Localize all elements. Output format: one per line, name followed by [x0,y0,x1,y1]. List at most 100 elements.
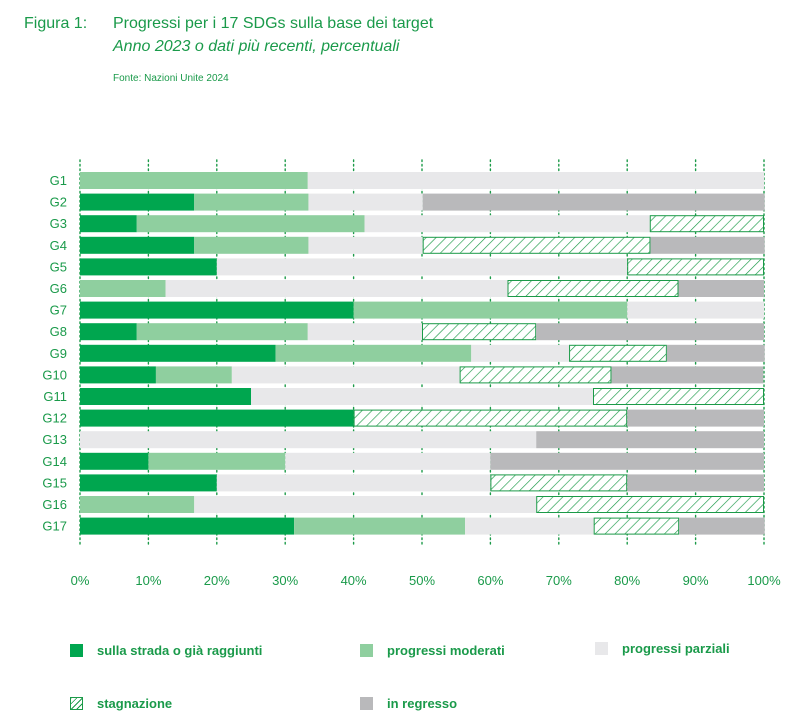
bar-segment-regress [678,280,764,297]
legend-item-regress: in regresso [360,693,457,713]
bar-segment-moderate [136,323,308,341]
bar-segment-on_track [80,517,295,535]
y-category-label: G15 [42,475,67,490]
bar-segment-moderate [80,280,166,297]
bar-segment-partial [465,517,594,535]
y-category-label: G11 [43,389,67,404]
bar-segment-partial [307,323,422,341]
bar-segment-on_track [80,258,217,276]
bar-segment-on_track [80,344,276,362]
bar-segment-on_track [80,193,195,211]
y-category-label: G13 [42,432,67,447]
y-category-label: G3 [50,216,67,231]
bar-segment-on_track [80,409,354,427]
x-tick-label: 0% [71,573,90,588]
y-category-label: G6 [50,281,67,296]
chart-source: Fonte: Nazioni Unite 2024 [113,73,229,84]
legend-label-stagnation: stagnazione [97,695,173,711]
x-tick-label: 60% [477,573,503,588]
x-tick-label: 50% [409,573,435,588]
bar-segment-stagnation [422,323,537,341]
x-tick-label: 20% [204,573,230,588]
bar-segment-partial [308,193,423,211]
y-category-label: G7 [50,303,67,318]
bar-segment-partial [307,172,764,189]
legend-label-regress: in regresso [387,695,458,711]
bar-segment-moderate [155,366,232,384]
bar-segment-stagnation [507,280,679,297]
bar-segment-stagnation [536,496,765,513]
x-tick-label: 80% [614,573,640,588]
chart-title: Progressi per i 17 SDGs sulla base dei t… [113,15,434,32]
bar-segment-stagnation [353,409,628,427]
bar-segment-moderate [80,172,308,189]
bar-segment-regress [490,452,764,470]
bar-segment-partial [194,496,537,513]
bar-segment-on_track [80,366,156,384]
bar-segment-regress [536,431,764,449]
bar-segment-regress [536,323,764,341]
legend-label-partial: progressi parziali [622,640,730,656]
y-category-label: G12 [42,411,67,426]
bar-segment-regress [422,193,765,211]
bar-segment-stagnation [459,366,612,384]
bar-segment-on_track [80,452,149,470]
stacked-bar-chart: G1 G2 G3 G4 G5 G6 G7 G8 G9 G10 G11 G12 G13 G14 G15 G16 G… [42,159,781,588]
bar-segment-on_track [80,474,217,492]
y-category-label: G14 [42,454,67,469]
bar-segment-regress [611,366,764,384]
legend-label-on-track: sulla strada o già raggiunti [97,642,263,658]
legend-swatch-on-track [70,643,83,657]
x-tick-label: 30% [272,573,298,588]
y-category-label: G8 [50,324,67,339]
figure-label: Figura 1: [24,15,88,32]
bar-segment-partial [216,474,491,492]
x-tick-label: 100% [747,573,781,588]
bar-segment-regress [679,517,765,535]
legend-label-moderate: progressi moderati [387,642,505,658]
bar-segment-partial [471,344,570,362]
bar-segment-regress [666,344,765,362]
bar-segment-moderate [148,452,286,470]
x-tick-label: 10% [135,573,161,588]
bar-segment-regress [650,236,765,254]
legend-swatch-regress [360,696,373,710]
bar-segment-partial [80,431,537,449]
legend-item-moderate: progressi moderati [360,640,505,660]
x-tick-label: 70% [546,573,572,588]
bar-segment-stagnation [593,388,764,405]
bar-segment-moderate [194,193,309,211]
bar-segment-regress [627,409,764,427]
bar-segment-on_track [80,236,195,254]
bar-segment-partial [308,236,423,254]
legend-swatch-partial [595,641,608,655]
bar-segment-partial [627,301,764,319]
legend-item-partial: progressi parziali [595,638,730,658]
bar-segment-stagnation [422,236,651,254]
legend-item-on-track: sulla strada o già raggiunti [70,640,262,660]
bar-segment-partial [231,366,460,384]
bar-segment-stagnation [593,517,680,535]
bar-segment-partial [251,388,593,405]
bar-segment-moderate [353,301,628,319]
bar-segment-stagnation [627,258,765,276]
y-category-label: G5 [50,259,67,274]
bar-segment-partial [165,280,508,297]
bar-segment-moderate [136,215,365,233]
bar-segment-on_track [80,215,137,233]
legend-item-stagnation: stagnazione [70,693,172,713]
bar-segment-stagnation [490,474,628,492]
bar-segment-stagnation [649,215,764,233]
y-category-label: G4 [50,238,67,253]
bar-segment-partial [216,258,628,276]
y-category-label: G16 [42,497,67,512]
bar-segment-on_track [80,323,137,341]
y-category-label: G9 [50,346,67,361]
bar-segment-on_track [80,301,354,319]
y-category-label: G1 [50,173,67,188]
x-tick-label: 90% [683,573,709,588]
bar-segment-moderate [194,236,309,254]
y-category-label: G17 [42,519,67,534]
bar-segment-regress [627,474,764,492]
bar-segment-moderate [80,496,195,513]
